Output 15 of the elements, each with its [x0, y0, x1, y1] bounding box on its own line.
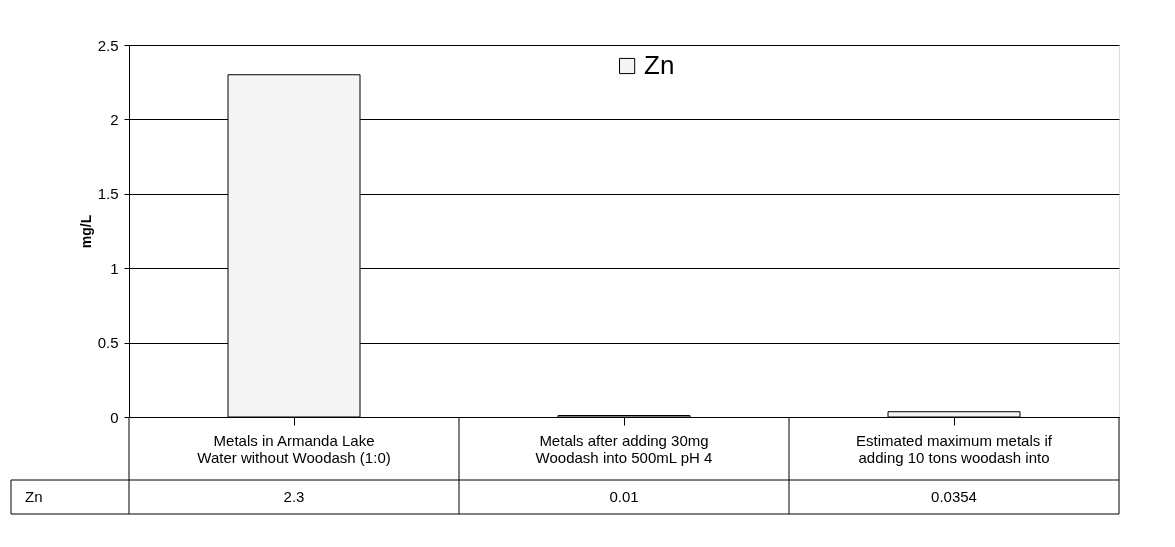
y-tick-label: 2.5: [97, 36, 119, 54]
y-tick-label: 2: [110, 110, 119, 128]
y-tick-label: 0.5: [97, 334, 119, 352]
data-label: 2.3: [283, 488, 305, 505]
legend-label: Zn: [644, 50, 675, 80]
text: Zn: [25, 488, 43, 505]
x-tick-label: Estimated maximum metals if adding 10 tons woodash into: [856, 431, 1053, 466]
x-tick-label: Metals in Armanda Lake Water without Woodash (1:0): [197, 431, 391, 466]
y-axis-title: mg/L: [77, 214, 94, 249]
y-tick-label: 1.5: [97, 185, 119, 203]
x-tick-label: Metals after adding 30mg Woodash into 500mL pH 4: [535, 431, 713, 466]
y-tick-label: 0: [110, 408, 119, 426]
y-tick-label: 1: [110, 259, 119, 277]
data-label: 0.0354: [931, 488, 977, 505]
data-label: 0.01: [609, 488, 639, 505]
